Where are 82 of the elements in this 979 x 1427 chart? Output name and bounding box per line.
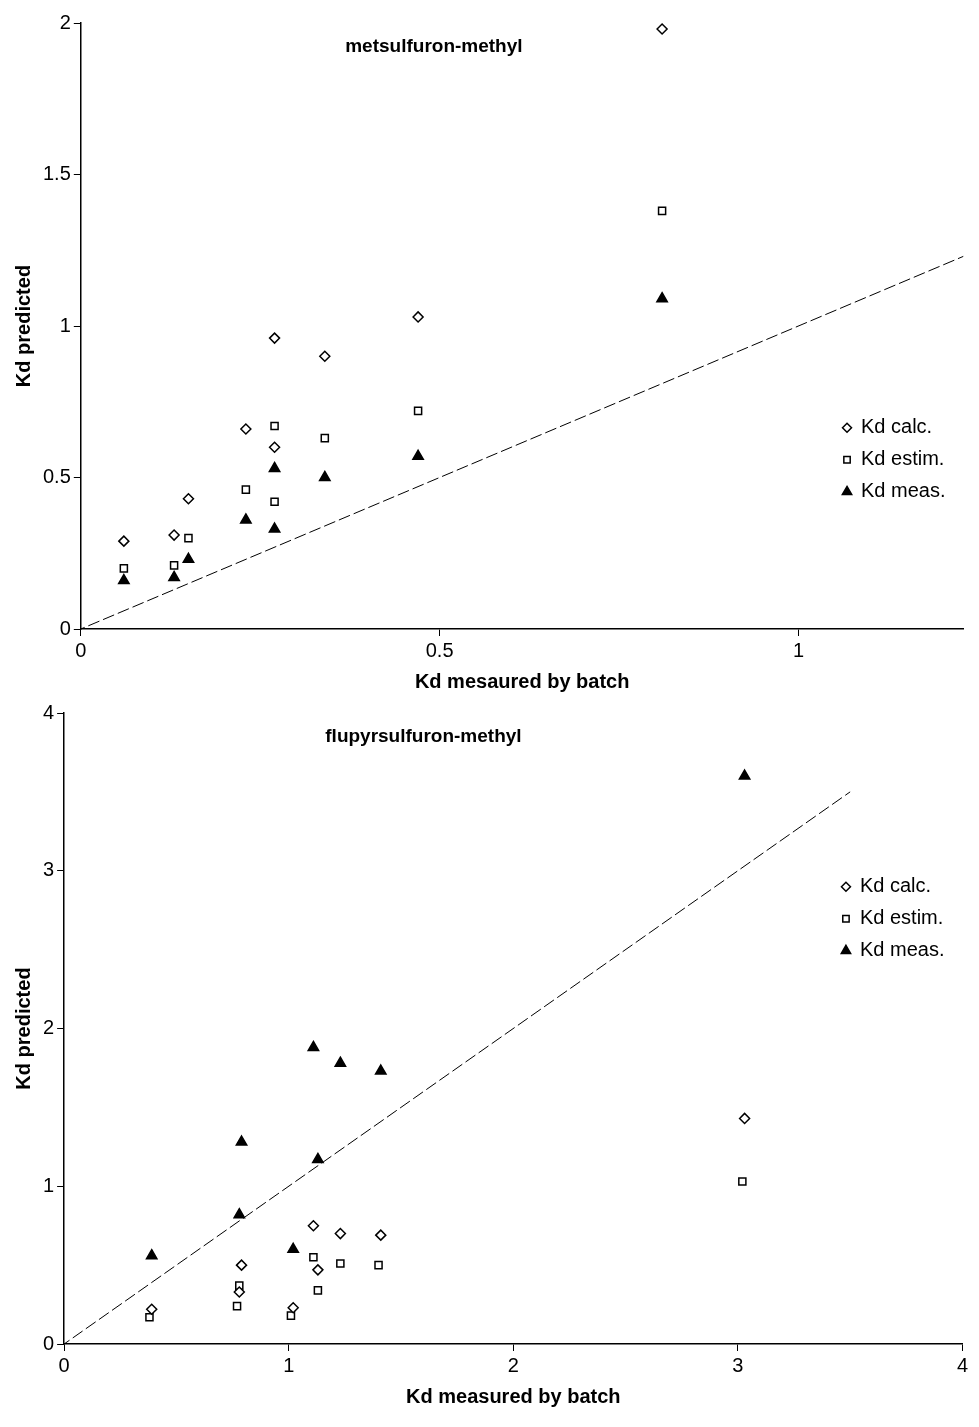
point: [374, 1064, 387, 1075]
point: [334, 1227, 347, 1240]
point: [287, 1301, 299, 1314]
point: [334, 1056, 347, 1067]
point: [312, 1264, 324, 1276]
point: [413, 406, 423, 416]
y-axis-title: Kd predicted: [11, 264, 34, 388]
point: [184, 533, 193, 543]
point: [738, 1112, 751, 1125]
y-tick-label: 0: [59, 616, 71, 639]
point: [232, 1301, 242, 1311]
point: [168, 570, 181, 582]
point: [309, 1252, 318, 1262]
legend-label: Kd meas.: [859, 938, 945, 961]
point: [374, 1260, 383, 1270]
y-tick-label: 3: [43, 858, 55, 881]
x-tick-label: 4: [956, 1353, 968, 1376]
point: [412, 449, 425, 461]
point: [268, 522, 281, 533]
point: [268, 461, 281, 473]
point: [235, 1259, 248, 1271]
point: [233, 1207, 246, 1219]
x-tick-label: 3: [732, 1353, 744, 1376]
y-tick-label: 0: [43, 1331, 55, 1354]
point: [145, 1303, 158, 1316]
point: [268, 441, 281, 453]
text: metsulfuron-methyl: [345, 34, 523, 56]
point: [657, 206, 667, 216]
x-tick-label: 2: [507, 1353, 519, 1376]
point: [145, 1312, 154, 1322]
point: [319, 350, 331, 363]
point: [239, 513, 252, 524]
point: [320, 433, 330, 443]
legend-label: Kd calc.: [859, 874, 932, 897]
legend-label: Kd estim.: [861, 447, 945, 470]
y-tick-label: 1.5: [42, 162, 71, 185]
x-tick-label: 0: [75, 638, 87, 661]
x-tick-label: 0.5: [425, 638, 454, 661]
legend-label: Kd estim.: [859, 906, 944, 929]
point: [307, 1219, 320, 1232]
point: [286, 1311, 296, 1320]
x-axis-title: Kd mesaured by batch: [414, 669, 630, 692]
point: [656, 23, 668, 35]
point: [182, 552, 195, 564]
point: [235, 1135, 248, 1146]
x-tick-label: 1: [283, 1353, 295, 1376]
point: [311, 1152, 324, 1164]
point: [656, 291, 669, 303]
point: [145, 1248, 158, 1260]
point: [738, 1177, 747, 1186]
point: [241, 485, 251, 494]
point: [738, 769, 751, 780]
y-tick-label: 2: [59, 10, 71, 33]
legend-label: Kd meas.: [861, 479, 946, 502]
point: [270, 497, 279, 507]
y-axis-title: Kd predicted: [11, 967, 34, 1090]
point: [270, 421, 279, 431]
y-tick-label: 2: [43, 1016, 55, 1039]
point: [268, 332, 281, 344]
point: [375, 1229, 387, 1241]
point: [318, 470, 331, 482]
point: [118, 535, 130, 547]
point: [412, 311, 424, 323]
y-tick-label: 1: [59, 313, 71, 336]
point: [336, 1259, 345, 1268]
y-tick-label: 4: [43, 700, 55, 723]
point: [233, 1286, 246, 1298]
point: [168, 529, 180, 541]
x-axis-title: Kd measured by batch: [406, 1384, 621, 1407]
point: [287, 1242, 300, 1254]
point: [182, 492, 195, 505]
point: [169, 561, 179, 570]
x-tick-label: 1: [792, 638, 805, 661]
point: [240, 423, 252, 435]
y-tick-label: 1: [43, 1173, 55, 1196]
point: [313, 1286, 323, 1295]
point: [307, 1040, 320, 1052]
legend-label: Kd calc.: [861, 415, 933, 438]
y-tick-label: 0.5: [42, 465, 71, 488]
point: [119, 564, 129, 573]
point: [117, 573, 130, 585]
text: flupyrsulfuron-methyl: [325, 724, 522, 746]
